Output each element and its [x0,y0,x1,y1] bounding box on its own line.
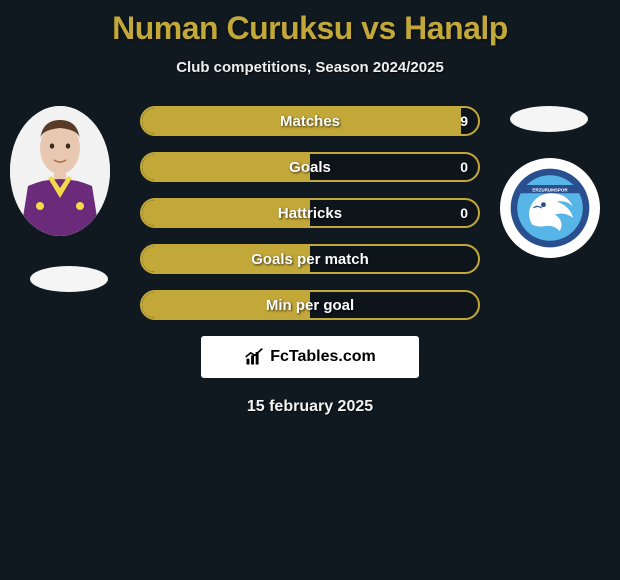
brand-badge[interactable]: FcTables.com [201,336,419,378]
player1-photo [10,106,110,236]
vs-text: vs [361,10,396,46]
stat-bar: Goals0 [140,152,480,182]
stat-bar-fill [142,200,310,226]
stat-bar-fill [142,246,310,272]
club-logo-svg: ERZURUMSPOR [509,167,591,249]
stat-bar: Hattricks0 [140,198,480,228]
stat-bar: Goals per match [140,244,480,274]
stats-bars: Matches9 Goals0 Hattricks0 Goals per match M… [140,106,480,320]
player2-photo-placeholder [510,106,588,132]
stat-bar-fill [142,108,461,134]
stat-bar-fill [142,292,310,318]
player1-name: Numan Curuksu [112,10,353,46]
page-title: Numan Curuksu vs Hanalp [0,0,620,47]
player2-club-badge: ERZURUMSPOR [500,158,600,258]
subtitle: Club competitions, Season 2024/2025 [0,59,620,76]
player1-avatar-svg [10,106,110,236]
player2-name: Hanalp [404,10,508,46]
svg-text:ERZURUMSPOR: ERZURUMSPOR [532,188,568,193]
stat-value-right: 9 [460,108,468,134]
chart-icon [244,347,264,367]
stat-bar: Min per goal [140,290,480,320]
date-text: 15 february 2025 [0,398,620,416]
stat-value-right: 0 [460,154,468,180]
stat-bar: Matches9 [140,106,480,136]
stat-value-right: 0 [460,200,468,226]
brand-text: FcTables.com [270,348,376,366]
stat-bar-fill [142,154,310,180]
player1-club-badge [30,266,108,292]
main-area: ERZURUMSPOR Matches9 Goals0 Hattricks0 Goal… [0,106,620,416]
